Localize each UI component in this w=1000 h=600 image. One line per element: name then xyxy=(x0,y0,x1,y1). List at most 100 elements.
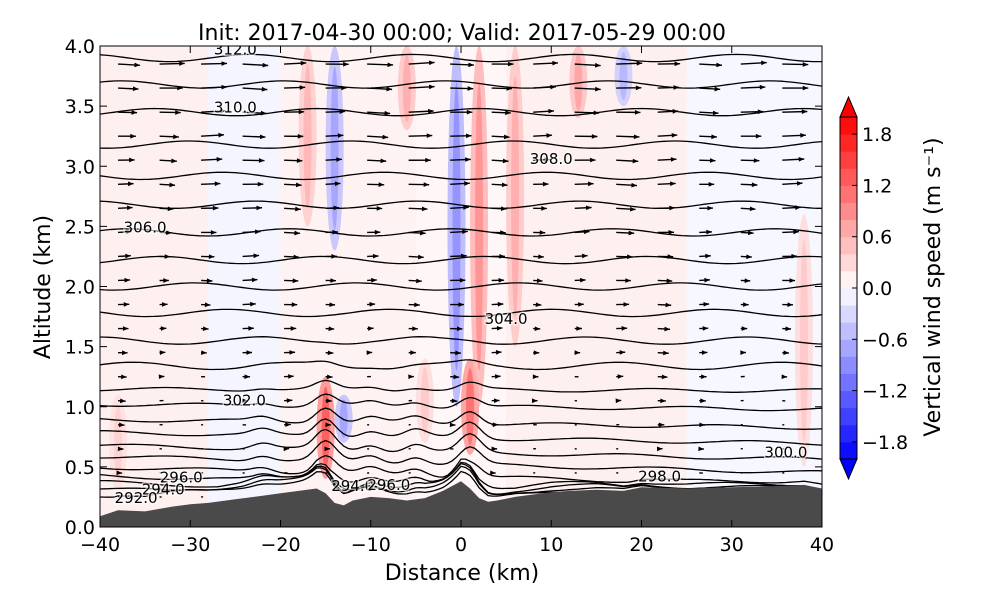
wind-vector xyxy=(118,62,141,68)
theta-contour-11 xyxy=(100,359,822,371)
theta-contour-10 xyxy=(100,379,822,393)
contour-labels: 312.0 310.0 308.0 306.0 304.0 302.0 300.0 298.0… xyxy=(113,46,809,509)
wind-vector xyxy=(367,302,376,307)
wind-vector xyxy=(118,229,132,235)
wind-vector xyxy=(284,85,306,90)
colorbar-tick-label: 0.0 xyxy=(862,278,892,300)
contour-label: 308.0 xyxy=(530,150,573,168)
colorbar-segment xyxy=(840,356,857,374)
wind-vector xyxy=(491,206,507,212)
wind-vector xyxy=(491,158,509,164)
wind-vector xyxy=(698,446,705,452)
wind-vector xyxy=(284,206,301,212)
wind-vector xyxy=(366,350,373,355)
wind-vector xyxy=(782,229,799,235)
wind-vector xyxy=(574,62,601,68)
contour-label: 302.0 xyxy=(223,392,266,410)
wind-vector xyxy=(408,133,433,139)
wind-vector xyxy=(533,350,540,355)
wind-vector xyxy=(242,398,249,404)
wind-vector xyxy=(201,84,228,90)
wind-vector xyxy=(201,205,219,211)
contour-label: 304.0 xyxy=(485,310,528,328)
wind-vector xyxy=(159,61,185,66)
colorbar-tick-label: −1.8 xyxy=(862,432,908,454)
wind-vector xyxy=(325,350,334,356)
wind-vector xyxy=(242,350,253,355)
wind-vector xyxy=(118,133,136,139)
wind-vector xyxy=(740,182,758,188)
theta-contour-17 xyxy=(100,200,822,209)
wind-vector xyxy=(408,108,434,114)
y-tick-label: 3.5 xyxy=(65,96,95,118)
wind-vector xyxy=(533,254,544,260)
x-tick-label: 20 xyxy=(629,534,653,556)
y-tick-label: 0.5 xyxy=(65,457,95,479)
wind-vector xyxy=(740,133,762,139)
colorbar-segment xyxy=(840,236,857,255)
colorbar-extend-max xyxy=(839,95,858,118)
theta-contour-5 xyxy=(100,439,822,474)
colorbar-tick-label: 0.6 xyxy=(862,227,892,249)
x-tick-label: −20 xyxy=(260,534,300,556)
wind-vector xyxy=(201,181,221,187)
wind-vector xyxy=(657,181,676,187)
wind-vector xyxy=(657,157,677,162)
wind-vector xyxy=(242,229,261,235)
wind-vector xyxy=(284,398,293,403)
wind-vector xyxy=(533,181,549,187)
wind-vector xyxy=(740,278,751,283)
wind-vector xyxy=(450,133,472,139)
wind-vector xyxy=(491,134,510,140)
wind-vector xyxy=(367,277,377,283)
wind-vector xyxy=(699,181,715,187)
colorbar-segment xyxy=(840,270,857,289)
wind-vector xyxy=(782,326,792,332)
colorbar-segment xyxy=(840,390,857,409)
wind-vector xyxy=(616,278,631,283)
wind-vector xyxy=(782,181,803,186)
wind-vector xyxy=(367,229,381,235)
wind-vector xyxy=(284,230,301,236)
wind-vector xyxy=(325,398,332,404)
wind-vector xyxy=(242,374,251,380)
wind-vector xyxy=(574,229,590,235)
wind-vector xyxy=(408,60,435,66)
wind-vector xyxy=(574,205,592,211)
wind-vector xyxy=(201,230,217,235)
wind-vector xyxy=(325,133,344,138)
wind-vector xyxy=(159,278,169,283)
wind-vector xyxy=(284,326,297,331)
wind-vector xyxy=(242,277,258,283)
wind-vector xyxy=(450,350,461,356)
wind-vector xyxy=(616,254,633,260)
colorbar-segment xyxy=(840,373,857,392)
wind-vector xyxy=(118,374,127,380)
wind-vector xyxy=(201,132,225,138)
wind-vector xyxy=(201,157,223,162)
contour-label: 300.0 xyxy=(764,443,807,461)
wind-vector xyxy=(656,446,663,452)
wind-vector xyxy=(574,181,594,187)
wind-vector xyxy=(367,86,393,92)
wind-vector xyxy=(408,182,430,187)
wind-vector xyxy=(574,277,586,283)
wind-vector xyxy=(367,182,385,187)
wind-vector xyxy=(117,446,124,452)
theta-contour-15 xyxy=(100,255,822,265)
wind-vector xyxy=(533,108,554,114)
wind-vector xyxy=(325,61,349,67)
w-core-11 xyxy=(420,367,429,435)
theta-contour-4 xyxy=(100,454,822,485)
wind-vector xyxy=(450,229,468,235)
colorbar: 1.8 1.2 0.6 0.0 −0.6 −1.2 −1.8 xyxy=(839,95,908,481)
wind-vector xyxy=(782,205,801,210)
wind-vector xyxy=(699,158,716,163)
wind-vector xyxy=(325,374,333,380)
wind-vector xyxy=(574,253,588,259)
wind-vector xyxy=(242,253,260,259)
w-core-2 xyxy=(466,368,475,446)
wind-vector xyxy=(616,326,628,331)
wind-vector xyxy=(657,229,675,235)
